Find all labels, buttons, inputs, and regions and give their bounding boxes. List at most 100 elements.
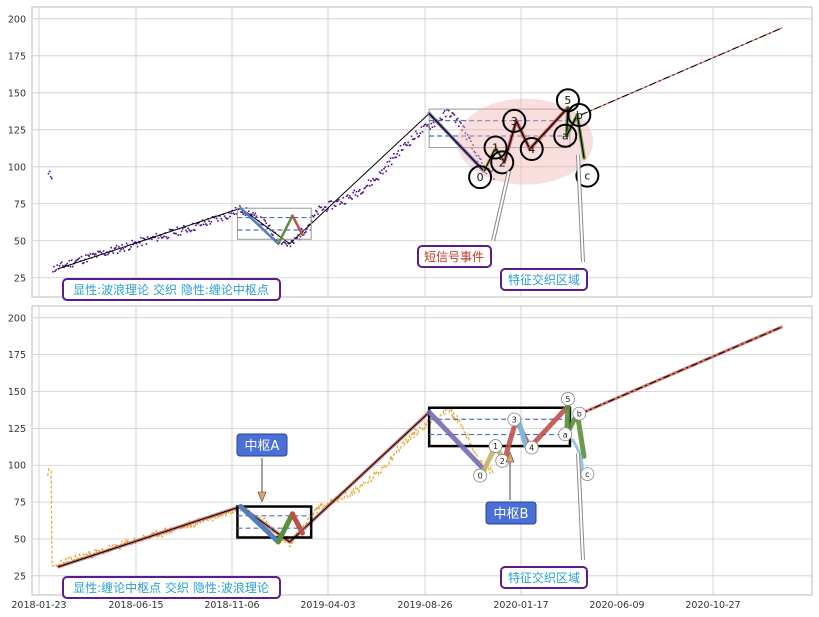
wave-label-text: 4 xyxy=(528,143,535,156)
price-dot xyxy=(228,211,230,214)
price-dot xyxy=(469,137,471,140)
price-dot xyxy=(48,170,51,173)
price-dot xyxy=(181,227,184,230)
price-dot xyxy=(174,232,176,235)
wave-label-circle xyxy=(572,406,587,421)
y-tick-label: 25 xyxy=(14,273,26,284)
top-zone-text: 特征交织区域 xyxy=(508,272,580,287)
price-dot xyxy=(188,229,191,231)
price-dot xyxy=(381,169,383,172)
price-dot xyxy=(175,232,177,235)
price-dot xyxy=(66,262,69,265)
price-dot xyxy=(69,265,72,268)
price-dot xyxy=(120,248,122,251)
price-dot xyxy=(211,216,214,218)
wave-label-text: a xyxy=(563,430,568,439)
wave-label-text: b xyxy=(576,109,583,122)
price-dot xyxy=(459,120,461,123)
price-dot xyxy=(202,223,205,226)
price-dot xyxy=(92,252,95,255)
price-dot xyxy=(394,156,396,159)
price-dot xyxy=(185,229,187,232)
price-dot xyxy=(235,213,238,215)
price-dot xyxy=(455,118,458,121)
price-dot xyxy=(329,200,331,203)
price-dot xyxy=(319,206,322,209)
price-dot xyxy=(285,243,287,245)
price-dot xyxy=(318,205,320,208)
price-dot xyxy=(344,202,347,205)
price-dot xyxy=(221,219,224,222)
price-dot xyxy=(267,225,270,227)
y-tick-label: 200 xyxy=(8,313,26,324)
price-dot xyxy=(75,260,77,262)
bottom-legend-annotation: 显性:缠论中枢点 交织 隐性:波浪理论 xyxy=(62,576,281,599)
price-dot xyxy=(203,220,206,223)
price-dot xyxy=(444,115,447,118)
wave-label-circle xyxy=(553,123,578,148)
y-tick-label: 125 xyxy=(8,424,26,435)
price-dot xyxy=(189,230,192,233)
price-dot xyxy=(167,236,170,239)
price-dot xyxy=(282,241,284,244)
price-dot xyxy=(233,213,236,216)
price-dot xyxy=(260,216,262,218)
price-dot xyxy=(172,228,174,231)
price-dot xyxy=(143,237,146,240)
price-dot xyxy=(54,270,56,273)
price-dot xyxy=(176,226,179,229)
price-dot xyxy=(82,262,85,264)
price-dot xyxy=(139,242,141,244)
price-dot xyxy=(98,251,100,253)
center-a-text: 中枢A xyxy=(245,439,280,454)
price-dot xyxy=(86,260,88,263)
price-dot xyxy=(302,233,305,236)
price-dot xyxy=(389,157,392,160)
price-dot xyxy=(242,213,245,215)
price-dot xyxy=(91,253,94,255)
small-wave-segment xyxy=(289,511,305,536)
price-dot xyxy=(478,157,481,160)
signal-arrow-inner xyxy=(492,171,510,242)
price-dot xyxy=(166,237,169,240)
trend-line xyxy=(57,411,430,568)
price-dot xyxy=(119,250,121,253)
price-dot xyxy=(473,150,476,153)
price-dot xyxy=(186,231,188,233)
price-dot xyxy=(470,140,472,143)
price-dot xyxy=(280,243,283,245)
price-dot xyxy=(330,200,333,202)
price-dot xyxy=(385,170,388,173)
price-dot xyxy=(274,231,276,234)
price-dot xyxy=(58,265,61,267)
price-dot xyxy=(324,206,327,208)
price-dot xyxy=(190,229,193,232)
price-dot xyxy=(466,133,469,136)
x-tick-label: 2019-04-03 xyxy=(300,600,355,611)
price-dot xyxy=(85,254,87,256)
price-dot xyxy=(286,245,289,247)
center-a-arrowhead xyxy=(257,491,267,503)
wave-label-text: 0 xyxy=(478,472,483,481)
price-dot xyxy=(135,242,138,245)
price-dot xyxy=(359,188,361,191)
price-dot xyxy=(76,259,78,261)
x-tick-label: 2020-06-09 xyxy=(589,600,644,611)
price-dot xyxy=(271,233,273,235)
small-wave-segment xyxy=(277,214,294,245)
price-dot xyxy=(268,224,271,227)
price-dot xyxy=(103,254,106,256)
price-dot xyxy=(304,231,306,234)
price-dot xyxy=(414,137,416,140)
zone-arrow-inner xyxy=(577,453,584,561)
price-dot xyxy=(179,234,182,236)
price-dot xyxy=(472,144,474,146)
price-dot xyxy=(357,190,360,193)
price-dot xyxy=(125,242,128,245)
y-tick-label: 100 xyxy=(8,461,26,472)
price-dot xyxy=(239,205,241,207)
wave-label-circle xyxy=(502,108,527,133)
price-dot xyxy=(376,178,379,181)
price-dot xyxy=(81,262,84,265)
